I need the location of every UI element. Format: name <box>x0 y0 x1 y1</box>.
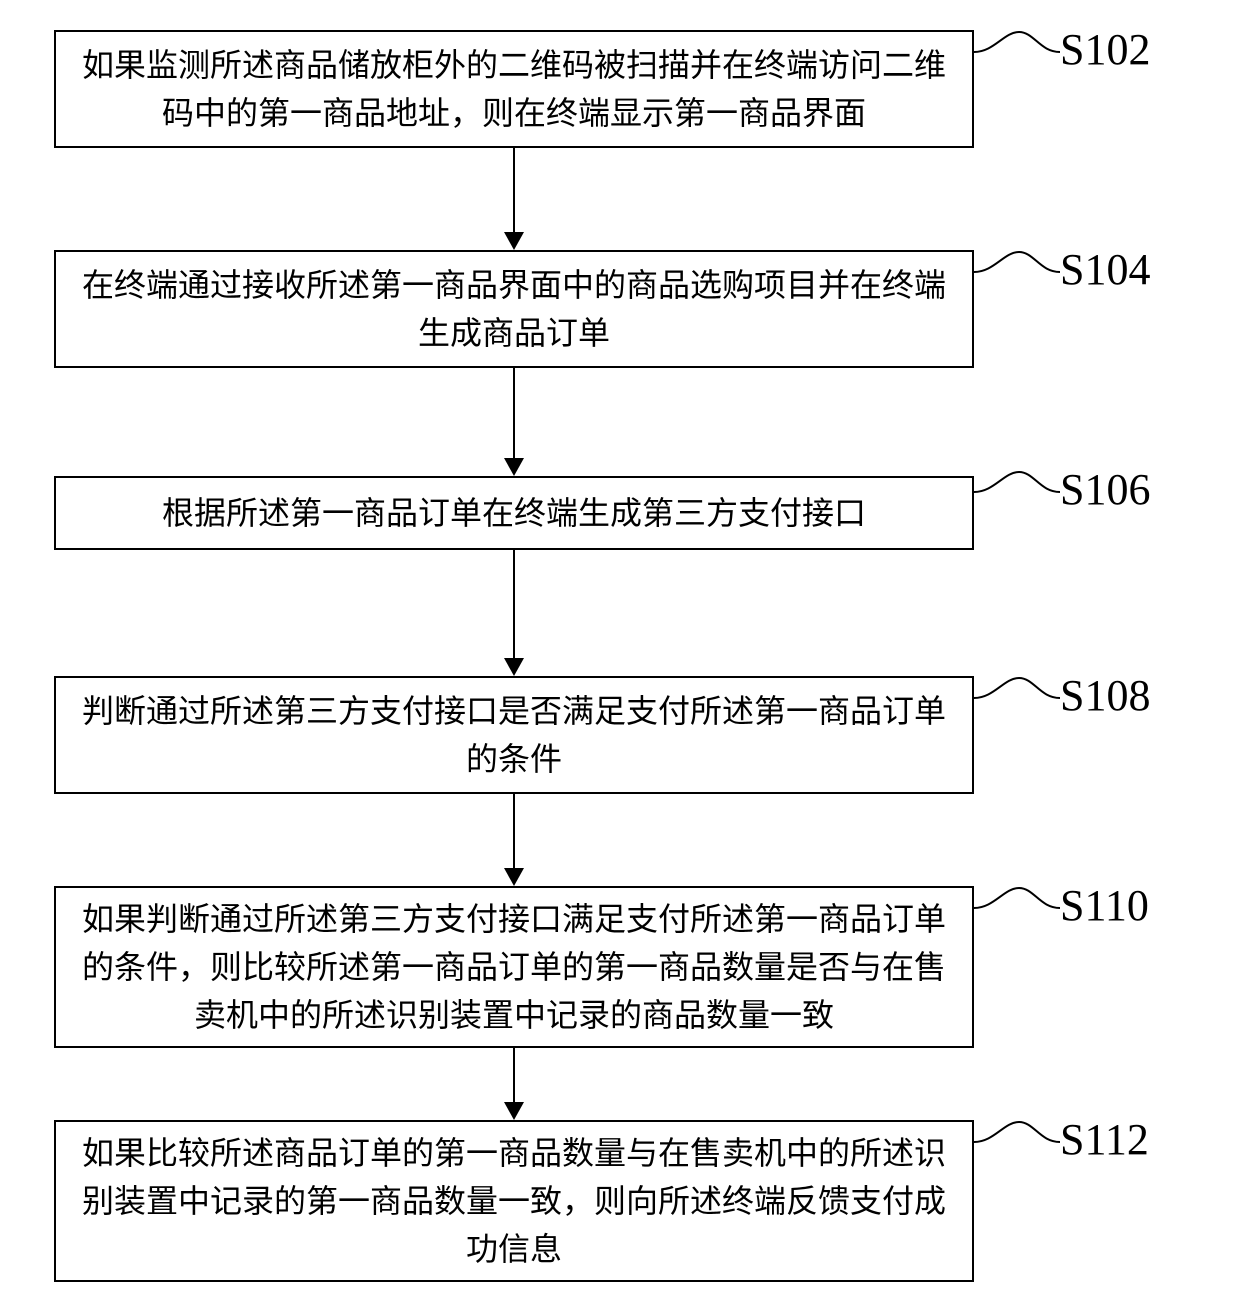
step-s102: 如果监测所述商品储放柜外的二维码被扫描并在终端访问二维码中的第一商品地址，则在终… <box>54 30 974 148</box>
label-curve-s102 <box>974 30 1060 76</box>
step-s112: 如果比较所述商品订单的第一商品数量与在售卖机中的所述识别装置中记录的第一商品数量… <box>54 1120 974 1282</box>
step-text: 判断通过所述第三方支付接口是否满足支付所述第一商品订单的条件 <box>76 687 952 783</box>
label-s102: S102 <box>1060 24 1150 75</box>
step-text: 根据所述第一商品订单在终端生成第三方支付接口 <box>162 489 866 537</box>
label-s104: S104 <box>1060 244 1150 295</box>
flowchart-canvas: 如果监测所述商品储放柜外的二维码被扫描并在终端访问二维码中的第一商品地址，则在终… <box>0 0 1240 1312</box>
step-s106: 根据所述第一商品订单在终端生成第三方支付接口 <box>54 476 974 550</box>
label-curve-s112 <box>974 1120 1060 1166</box>
step-s110: 如果判断通过所述第三方支付接口满足支付所述第一商品订单的条件，则比较所述第一商品… <box>54 886 974 1048</box>
label-curve-s108 <box>974 676 1060 722</box>
arrow-s110-s112 <box>504 1048 524 1120</box>
step-text: 在终端通过接收所述第一商品界面中的商品选购项目并在终端生成商品订单 <box>76 261 952 357</box>
arrow-s106-s108 <box>504 550 524 676</box>
step-text: 如果监测所述商品储放柜外的二维码被扫描并在终端访问二维码中的第一商品地址，则在终… <box>76 41 952 137</box>
label-curve-s110 <box>974 886 1060 932</box>
step-text: 如果判断通过所述第三方支付接口满足支付所述第一商品订单的条件，则比较所述第一商品… <box>76 895 952 1039</box>
step-s104: 在终端通过接收所述第一商品界面中的商品选购项目并在终端生成商品订单 <box>54 250 974 368</box>
label-s110: S110 <box>1060 880 1149 931</box>
arrow-s104-s106 <box>504 368 524 476</box>
arrow-s108-s110 <box>504 794 524 886</box>
label-s112: S112 <box>1060 1114 1149 1165</box>
step-text: 如果比较所述商品订单的第一商品数量与在售卖机中的所述识别装置中记录的第一商品数量… <box>76 1129 952 1273</box>
label-s108: S108 <box>1060 670 1150 721</box>
label-s106: S106 <box>1060 464 1150 515</box>
arrow-s102-s104 <box>504 148 524 250</box>
step-s108: 判断通过所述第三方支付接口是否满足支付所述第一商品订单的条件 <box>54 676 974 794</box>
label-curve-s104 <box>974 250 1060 296</box>
label-curve-s106 <box>974 470 1060 516</box>
